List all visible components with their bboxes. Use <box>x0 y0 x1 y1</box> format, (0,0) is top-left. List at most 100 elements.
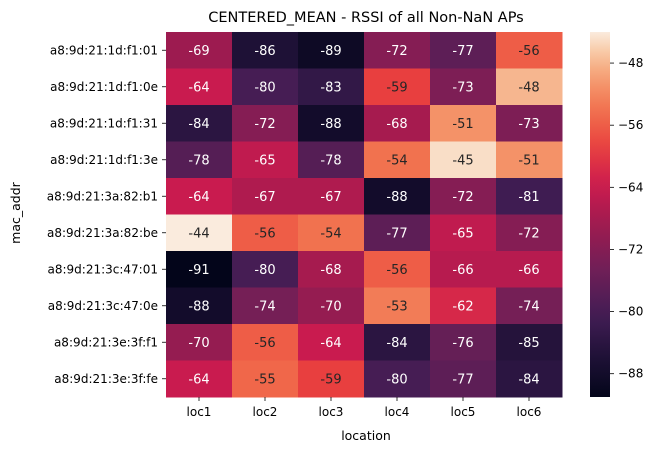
cell-value-label: -51 <box>452 117 473 132</box>
x-tick-label: loc5 <box>451 405 476 419</box>
y-tick-label: a8:9d:21:1d:f1:31 <box>50 116 158 130</box>
cell-value-label: -54 <box>386 153 407 168</box>
cell-value-label: -78 <box>188 153 209 168</box>
x-tick-label: loc2 <box>253 405 278 419</box>
cell-value-label: -88 <box>188 299 209 314</box>
cell-value-label: -72 <box>452 190 473 205</box>
cell-value-label: -74 <box>518 299 539 314</box>
y-axis-label: mac_addr <box>8 181 23 243</box>
cell-value-label: -64 <box>188 190 209 205</box>
cell-value-label: -72 <box>386 44 407 59</box>
cell-value-label: -54 <box>320 226 341 241</box>
heatmap-cell <box>166 214 233 252</box>
heatmap-cell <box>496 360 563 398</box>
heatmap-cell <box>298 324 365 361</box>
cell-value-label: -64 <box>320 336 341 351</box>
cell-value-label: -91 <box>188 263 209 278</box>
x-tick-label: loc3 <box>319 405 344 419</box>
cell-value-label: -85 <box>518 336 539 351</box>
heatmap-cell <box>166 105 233 142</box>
y-tick-label: a8:9d:21:3a:82:b1 <box>47 189 158 203</box>
cell-value-label: -65 <box>452 226 473 241</box>
cell-value-label: -64 <box>188 372 209 387</box>
heatmap-cell <box>430 178 497 215</box>
cell-value-label: -84 <box>518 372 539 387</box>
cell-value-label: -80 <box>254 263 275 278</box>
heatmap-cell <box>232 214 299 252</box>
heatmap-cell <box>298 251 365 288</box>
y-tick-label: a8:9d:21:1d:f1:01 <box>50 43 158 57</box>
colorbar-tick-label: −88 <box>618 367 643 381</box>
colorbar-ticks: −48 −56 −64 −72 −80 −88 <box>610 56 643 381</box>
y-tick-label: a8:9d:21:3c:47:01 <box>48 262 159 276</box>
cell-value-label: -89 <box>320 44 341 59</box>
heatmap-cell <box>430 214 497 252</box>
heatmap-cell <box>166 178 233 215</box>
heatmap-cell <box>364 360 431 398</box>
chart-title: CENTERED_MEAN - RSSI of all Non-NaN APs <box>208 10 524 26</box>
cell-value-label: -80 <box>254 80 275 95</box>
cell-value-label: -84 <box>188 117 209 132</box>
cell-value-label: -56 <box>254 226 275 241</box>
heatmap-cell <box>364 324 431 361</box>
cell-value-label: -44 <box>188 226 209 241</box>
cell-value-label: -70 <box>188 336 209 351</box>
cell-value-label: -66 <box>452 263 473 278</box>
colorbar-tick-label: −80 <box>618 305 643 319</box>
heatmap-cell <box>496 287 563 325</box>
y-tick-label: a8:9d:21:3e:3f:f1 <box>54 335 158 349</box>
heatmap-cell <box>232 251 299 288</box>
heatmap-cell <box>364 141 431 179</box>
x-tick-label: loc4 <box>385 405 410 419</box>
cell-value-label: -76 <box>452 336 473 351</box>
cell-value-label: -62 <box>452 299 473 314</box>
cell-value-label: -56 <box>386 263 407 278</box>
cell-value-label: -51 <box>518 153 539 168</box>
y-tick-label: a8:9d:21:1d:f1:0e <box>50 80 158 94</box>
colorbar-tick-label: −48 <box>618 56 643 70</box>
heatmap-cell <box>298 178 365 215</box>
cell-value-label: -68 <box>386 117 407 132</box>
y-tick-label: a8:9d:21:3a:82:be <box>47 226 158 240</box>
heatmap-cell <box>166 32 233 69</box>
cell-value-label: -59 <box>320 372 341 387</box>
colorbar-tick-label: −64 <box>618 180 643 194</box>
heatmap-cell <box>298 287 365 325</box>
heatmap-cell <box>430 141 497 179</box>
cell-value-label: -67 <box>320 190 341 205</box>
heatmap-cell <box>298 32 365 69</box>
heatmap-cell <box>496 214 563 252</box>
cell-value-label: -69 <box>188 44 209 59</box>
heatmap-cell <box>232 178 299 215</box>
heatmap-cell <box>232 360 299 398</box>
cell-value-label: -56 <box>254 336 275 351</box>
cell-value-label: -81 <box>518 190 539 205</box>
heatmap-cell <box>364 287 431 325</box>
heatmap-cell <box>232 141 299 179</box>
cell-value-label: -83 <box>320 80 341 95</box>
heatmap-cell <box>364 178 431 215</box>
heatmap-cell <box>430 32 497 69</box>
cell-value-label: -73 <box>518 117 539 132</box>
heatmap-cell <box>496 324 563 361</box>
cell-value-label: -56 <box>518 44 539 59</box>
heatmap-cell <box>298 141 365 179</box>
cell-value-label: -53 <box>386 299 407 314</box>
heatmap-cell <box>298 214 365 252</box>
heatmap-cell <box>364 105 431 142</box>
heatmap-cell <box>298 105 365 142</box>
heatmap-cell <box>430 287 497 325</box>
cell-value-label: -66 <box>518 263 539 278</box>
x-tick-label: loc6 <box>517 405 542 419</box>
colorbar-tick-label: −72 <box>618 242 643 256</box>
cell-value-label: -73 <box>452 80 473 95</box>
heatmap-cell <box>166 141 233 179</box>
heatmap-cell <box>364 68 431 106</box>
cell-value-label: -77 <box>386 226 407 241</box>
cell-value-label: -78 <box>320 153 341 168</box>
cell-value-label: -65 <box>254 153 275 168</box>
heatmap-cell <box>430 68 497 106</box>
cell-value-label: -64 <box>188 80 209 95</box>
heatmap-cell <box>166 251 233 288</box>
